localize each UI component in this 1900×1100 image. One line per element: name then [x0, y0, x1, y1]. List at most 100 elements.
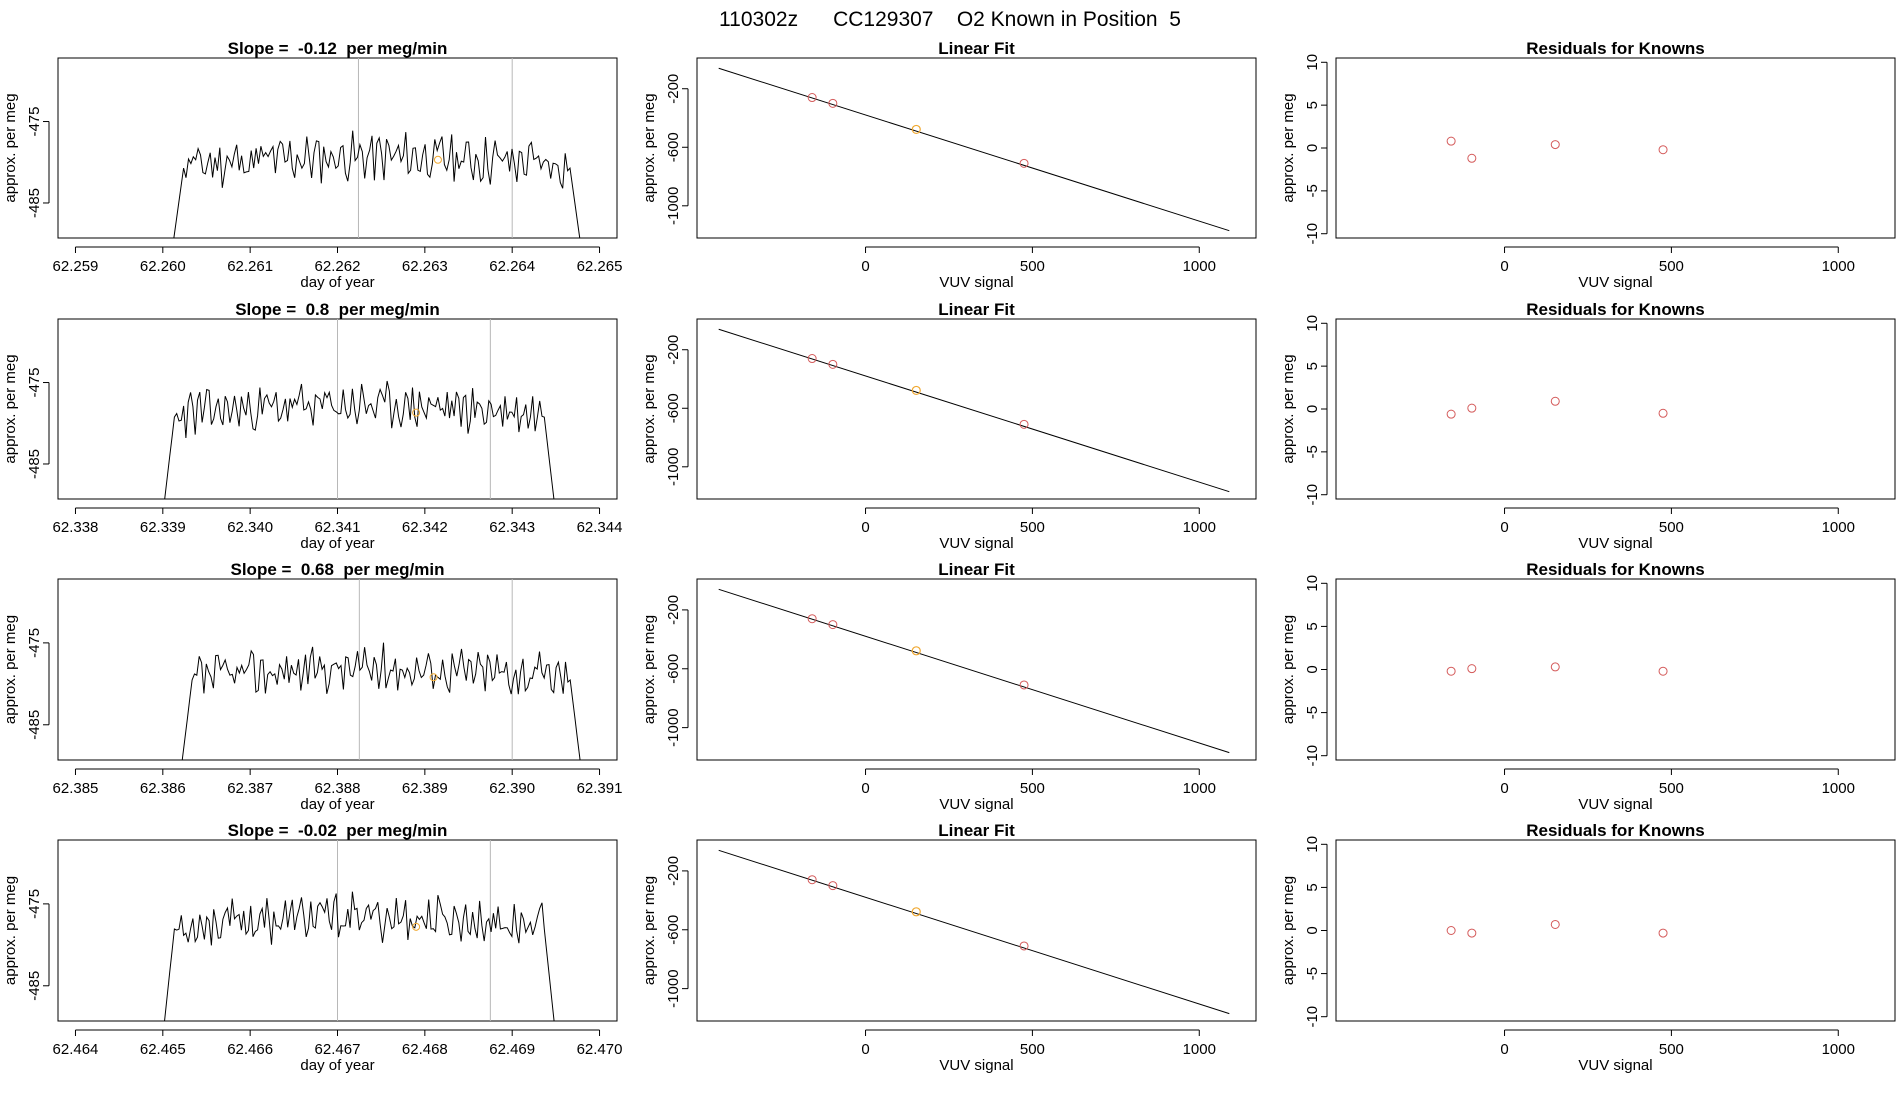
x-tick-label: 62.466 [227, 1041, 273, 1058]
x-axis-label: day of year [300, 535, 374, 552]
y-tick-label: -485 [26, 188, 43, 218]
plot-frame [696, 318, 1257, 500]
x-tick-label: 0 [861, 1041, 869, 1058]
residual-point [1658, 928, 1668, 938]
plot-title: Residuals for Knowns [1526, 300, 1705, 319]
known-point [1019, 680, 1029, 690]
residual-point [1446, 409, 1456, 419]
y-axis-label: approx. per meg [2, 615, 19, 724]
x-tick-label: 0 [1500, 1041, 1508, 1058]
x-tick-label: 500 [1020, 258, 1045, 275]
residual-point [1550, 662, 1560, 672]
x-tick-label: 62.390 [489, 780, 535, 797]
x-axis-label: day of year [300, 274, 374, 291]
x-tick-label: 62.260 [140, 258, 186, 275]
x-tick-label: 62.265 [577, 258, 623, 275]
known-point [828, 98, 838, 108]
y-tick-label: -5 [1304, 706, 1321, 719]
y-axis-label: approx. per meg [641, 876, 658, 985]
x-tick-label: 62.389 [402, 780, 448, 797]
sample-point [911, 124, 921, 135]
x-tick-label: 62.465 [140, 1041, 186, 1058]
residual-point [1467, 153, 1477, 163]
residual-point [1446, 136, 1456, 146]
fit-line [718, 328, 1230, 493]
x-tick-label: 1000 [1822, 519, 1855, 536]
x-tick-label: 62.338 [53, 519, 99, 536]
residual-point [1658, 145, 1668, 155]
plot-title: Residuals for Knowns [1526, 821, 1705, 840]
x-tick-label: 500 [1659, 519, 1684, 536]
y-tick-label: 10 [1304, 315, 1321, 332]
x-tick-label: 62.464 [53, 1041, 99, 1058]
x-axis-label: VUV signal [1578, 535, 1652, 552]
y-tick-label: -1000 [665, 448, 682, 486]
residual-point [1550, 396, 1560, 406]
plot-title: Residuals for Knowns [1526, 39, 1705, 58]
y-tick-label: -200 [665, 595, 682, 625]
residual-point [1467, 928, 1477, 938]
x-tick-label: 62.343 [489, 519, 535, 536]
x-tick-label: 62.467 [315, 1041, 361, 1058]
x-axis-label: day of year [300, 796, 374, 813]
x-tick-label: 0 [1500, 258, 1508, 275]
x-axis-label: VUV signal [939, 796, 1013, 813]
x-tick-label: 62.468 [402, 1041, 448, 1058]
plot-title: Residuals for Knowns [1526, 560, 1705, 579]
x-tick-label: 0 [861, 519, 869, 536]
known-point [807, 614, 817, 624]
y-tick-label: -475 [26, 628, 43, 658]
residual-point [1658, 408, 1668, 418]
sample-point [412, 408, 421, 417]
x-axis-label: VUV signal [1578, 796, 1652, 813]
y-tick-label: -475 [26, 889, 43, 919]
x-tick-label: 62.387 [227, 780, 273, 797]
known-point [828, 881, 838, 891]
y-tick-label: -600 [665, 654, 682, 684]
y-tick-label: 0 [1304, 926, 1321, 934]
panel-linear-fit-3: Linear Fit 0 500 1000 VUV signal -1000 -600 -20… [641, 560, 1257, 813]
data-trace [173, 130, 581, 238]
x-tick-label: 500 [1659, 780, 1684, 797]
residual-point [1550, 919, 1560, 929]
x-tick-label: 62.388 [315, 780, 361, 797]
x-tick-label: 62.341 [315, 519, 361, 536]
plot-title: Slope = 0.68 per meg/min [231, 560, 445, 579]
plot-frame [57, 57, 618, 239]
x-tick-label: 1000 [1183, 258, 1216, 275]
x-tick-label: 62.264 [489, 258, 535, 275]
data-trace [181, 642, 581, 760]
known-point [1019, 941, 1029, 951]
y-tick-label: -1000 [665, 708, 682, 746]
plot-frame [696, 578, 1257, 761]
y-axis-label: approx. per meg [1280, 876, 1297, 985]
plot-frame [696, 57, 1257, 239]
y-tick-label: -485 [26, 449, 43, 479]
x-tick-label: 62.261 [227, 258, 273, 275]
y-tick-label: -200 [665, 335, 682, 365]
panel-residuals-2: Residuals for Knowns 0 500 1000 VUV signal -1… [1280, 300, 1896, 552]
plot-title: Linear Fit [938, 560, 1015, 579]
x-tick-label: 1000 [1822, 780, 1855, 797]
x-tick-label: 500 [1659, 1041, 1684, 1058]
x-tick-label: 0 [861, 258, 869, 275]
x-tick-label: 62.470 [577, 1041, 623, 1058]
y-tick-label: 0 [1304, 665, 1321, 673]
y-tick-label: -475 [26, 368, 43, 398]
x-axis-label: VUV signal [1578, 1057, 1652, 1074]
x-axis-label: VUV signal [1578, 274, 1652, 291]
y-tick-label: -5 [1304, 967, 1321, 980]
y-tick-label: 10 [1304, 575, 1321, 592]
sample-point [911, 646, 921, 656]
y-tick-label: -10 [1304, 223, 1321, 245]
y-tick-label: 5 [1304, 101, 1321, 109]
y-axis-label: approx. per meg [2, 93, 19, 202]
y-tick-label: -5 [1304, 184, 1321, 197]
plot-title: Slope = 0.8 per meg/min [235, 300, 440, 319]
plot-title: Linear Fit [938, 821, 1015, 840]
x-axis-label: day of year [300, 1057, 374, 1074]
x-tick-label: 500 [1020, 1041, 1045, 1058]
plot-title: Linear Fit [938, 300, 1015, 319]
x-tick-label: 62.342 [402, 519, 448, 536]
plot-title: Slope = -0.12 per meg/min [228, 39, 448, 58]
